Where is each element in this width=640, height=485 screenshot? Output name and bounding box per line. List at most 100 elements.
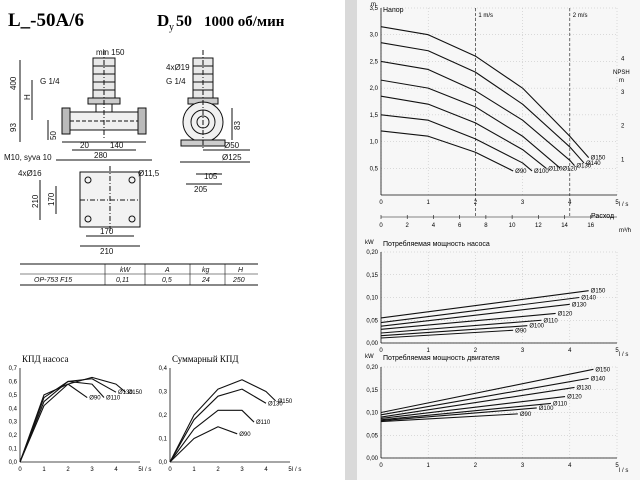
x2-tick-label: 0 (379, 223, 383, 229)
x2-tick-label: 6 (458, 223, 462, 229)
series-line (19, 380, 105, 463)
npsh-tick-label: 2 (621, 124, 625, 130)
base-plan-dims: 4xØ16 Ø11,5 210 170 170 210 (18, 169, 160, 256)
y-tick-label: 0,0 (9, 460, 18, 466)
x-tick-label: 1 (427, 463, 431, 469)
series-label: Ø150 (278, 399, 293, 405)
y-tick-label: 0,3 (9, 420, 18, 426)
y-tick-label: 0,7 (9, 366, 18, 372)
dim-g-quarter-left: G 1/4 (40, 77, 60, 86)
y-tick-label: 0,05 (366, 318, 378, 324)
spec-cell-kw: 0,11 (116, 277, 129, 284)
side-view-dims: 4xØ19 G 1/4 83 Ø50 Ø125 105 205 (166, 63, 242, 194)
series-label: Ø140 (586, 161, 601, 167)
x-tick-label: 4 (114, 467, 118, 473)
y-tick-label: 0,4 (9, 406, 18, 412)
series-label: Ø130 (268, 401, 283, 407)
series-line (380, 368, 594, 414)
y-tick-label: 0,15 (366, 273, 378, 279)
dim-50: 50 (49, 131, 58, 140)
x-tick-label: 2 (474, 348, 478, 354)
dim-140: 140 (110, 141, 124, 150)
y-tick-label: 0,20 (366, 365, 378, 371)
y-tick-label: 0,6 (9, 379, 18, 385)
dim-h: H (23, 94, 32, 100)
y-tick-label: 3,0 (370, 33, 379, 39)
series-line (380, 402, 551, 421)
velocity-mark-label: 2 m/s (573, 13, 588, 19)
chart-eff-total-title: Суммарный КПД (172, 354, 239, 364)
velocity-mark-label: 1 m/s (478, 13, 493, 19)
npsh-tick-label: 1 (621, 157, 625, 163)
pump-power-ylabel: kW (365, 240, 374, 246)
x-axis-label: l / s (142, 467, 151, 473)
spec-cell-model: OP-753 F15 (34, 277, 72, 284)
series-label: Ø110 (543, 318, 558, 324)
head-chart-title: Напор (383, 7, 404, 14)
x-tick-label: 4 (568, 463, 572, 469)
dn-value: 50 (176, 13, 192, 30)
head-chart-xlabel: l / s (619, 202, 628, 208)
x-tick-label: 5 (615, 463, 619, 469)
x-tick-label: 3 (521, 463, 525, 469)
series-label: Ø130 (577, 164, 592, 170)
series-label: Ø90 (239, 432, 251, 438)
y-tick-label: 1,0 (370, 140, 379, 146)
series-label: Ø110 (548, 166, 563, 172)
dim-205: 205 (194, 185, 208, 194)
front-view-dims: min 150 400 H G 1/4 93 50 20 140 280 M10… (4, 48, 125, 162)
series-line (380, 325, 528, 337)
chart-eff-pump-title: КПД насоса (22, 354, 69, 364)
head-chart-xname: Расход (591, 213, 614, 220)
series-label: Ø110 (256, 420, 271, 426)
series-line (169, 426, 238, 463)
dim-170-horz: 170 (100, 227, 114, 236)
dim-93: 93 (9, 123, 18, 132)
left-panel: L_-50A/6 D y 50 1000 об/мин min 150 400 (4, 10, 302, 473)
series-line (19, 383, 88, 463)
x-tick-label: 5 (138, 467, 142, 473)
series-label: Ø150 (595, 367, 610, 373)
series-label: Ø110 (553, 401, 568, 407)
x-tick-label: 0 (379, 200, 383, 206)
y-tick-label: 1,5 (370, 113, 379, 119)
series-label: Ø130 (577, 385, 592, 391)
x-tick-label: 1 (42, 467, 46, 473)
datasheet-right: Напор m NPSH m Расход l / s m³/h 0123450… (365, 2, 631, 474)
dim-d125: Ø125 (222, 153, 242, 162)
x-tick-label: 4 (568, 200, 572, 206)
dim-d50: Ø50 (224, 141, 240, 150)
series-label: Ø90 (520, 412, 532, 418)
motor-power-title: Потребляемая мощность двигателя (383, 354, 500, 362)
series-line (380, 312, 556, 330)
y-tick-label: 0,00 (366, 341, 378, 347)
series-label: Ø150 (128, 390, 143, 396)
x2-tick-label: 4 (432, 223, 436, 229)
y-tick-label: 2,5 (370, 59, 379, 65)
datasheet-left: L_-50A/6 D y 50 1000 об/мин min 150 400 (4, 10, 302, 473)
spec-cell-kg: 24 (201, 277, 210, 284)
npsh-tick-label: 3 (621, 90, 625, 96)
x2-tick-label: 8 (484, 223, 488, 229)
series-label: Ø110 (106, 396, 121, 402)
series-line (380, 79, 561, 169)
x-tick-label: 2 (474, 463, 478, 469)
series-line (169, 388, 267, 463)
dim-170-vert: 170 (47, 192, 56, 206)
motor-power-ylabel: kW (365, 354, 374, 360)
y-tick-label: 0,05 (366, 433, 378, 439)
motor-power-xlabel: l / s (619, 468, 628, 474)
dim-g-quarter-right: G 1/4 (166, 77, 186, 86)
series-label: Ø120 (558, 311, 573, 317)
x-tick-label: 2 (216, 467, 220, 473)
dim-4x16: 4xØ16 (18, 169, 42, 178)
dim-m10: M10, syva 10 (4, 153, 52, 162)
x-tick-label: 2 (474, 200, 478, 206)
x-tick-label: 5 (288, 467, 292, 473)
y-tick-label: 0,5 (9, 393, 18, 399)
pump-front-view-icon (19, 50, 152, 161)
spec-cell-a: 0,5 (162, 277, 172, 284)
y-tick-label: 0,1 (9, 447, 18, 453)
